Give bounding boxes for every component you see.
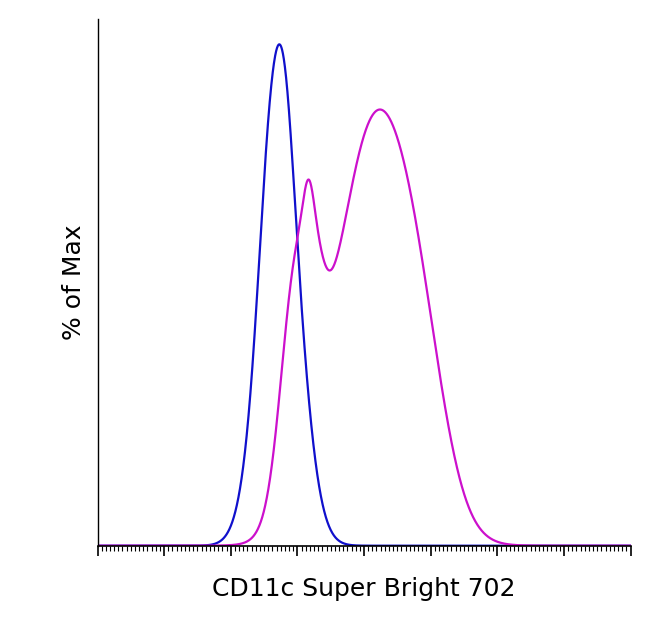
- X-axis label: CD11c Super Bright 702: CD11c Super Bright 702: [213, 577, 515, 601]
- Y-axis label: % of Max: % of Max: [62, 225, 86, 340]
